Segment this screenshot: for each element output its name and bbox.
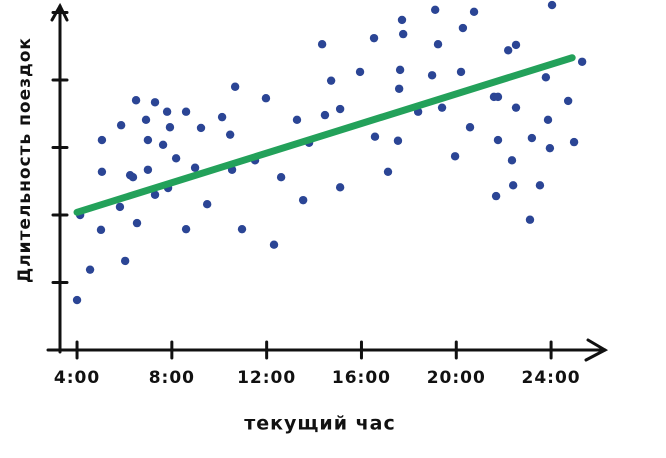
point — [465, 123, 475, 132]
point — [320, 110, 330, 120]
point — [269, 240, 279, 249]
x-axis-label: текущий час — [244, 413, 396, 435]
point — [491, 191, 501, 201]
x-tick-label: 8:00 — [149, 368, 195, 388]
point — [165, 123, 175, 132]
point — [85, 265, 95, 274]
point — [120, 256, 130, 266]
point — [230, 82, 240, 91]
point — [430, 5, 440, 14]
point — [196, 123, 206, 133]
point — [469, 7, 479, 17]
point — [150, 98, 160, 107]
point — [158, 140, 168, 149]
point — [493, 92, 503, 102]
point — [143, 165, 153, 174]
trend-line — [73, 54, 576, 216]
point — [547, 0, 557, 10]
point — [535, 181, 545, 190]
y-axis-label: Длительность поездок — [15, 37, 35, 283]
point — [116, 121, 126, 130]
point — [131, 96, 141, 105]
x-tick-label: 24:00 — [522, 368, 581, 388]
point — [437, 103, 447, 112]
point — [503, 46, 513, 55]
point — [298, 195, 308, 205]
point — [143, 135, 153, 145]
point — [317, 40, 327, 49]
point — [395, 65, 405, 75]
point — [96, 225, 106, 235]
point — [190, 163, 200, 172]
point — [527, 133, 537, 143]
point — [543, 115, 553, 125]
point — [335, 183, 345, 192]
point — [383, 167, 393, 176]
x-tick-label: 12:00 — [237, 368, 296, 388]
point — [493, 135, 503, 145]
point — [511, 103, 521, 112]
point — [162, 107, 172, 116]
point — [511, 40, 521, 50]
point — [115, 202, 125, 212]
point — [369, 33, 379, 43]
point — [370, 132, 380, 141]
point — [394, 84, 404, 93]
y-axis-arrow — [50, 2, 69, 22]
point — [545, 143, 555, 153]
point — [97, 135, 107, 145]
point — [326, 76, 336, 85]
point — [563, 96, 573, 106]
point — [433, 40, 443, 49]
point — [72, 295, 82, 305]
point — [225, 130, 235, 139]
x-axis-arrow — [584, 338, 609, 362]
point — [569, 137, 579, 147]
x-tick-label: 20:00 — [427, 368, 486, 388]
point — [335, 104, 345, 114]
point — [202, 200, 212, 209]
point — [292, 115, 302, 125]
point — [97, 167, 107, 176]
point — [507, 156, 517, 165]
point — [276, 173, 286, 182]
point — [456, 67, 466, 77]
point — [508, 181, 518, 190]
point — [128, 173, 138, 182]
x-tick-label: 16:00 — [332, 368, 391, 388]
point — [132, 218, 142, 228]
point — [427, 71, 437, 80]
point — [393, 136, 403, 145]
point — [541, 73, 551, 82]
point — [458, 23, 468, 33]
point — [450, 152, 460, 161]
point — [355, 67, 365, 77]
point — [237, 224, 247, 234]
point — [525, 215, 535, 224]
point — [217, 112, 227, 122]
point — [141, 115, 151, 125]
point — [181, 107, 191, 116]
point — [150, 190, 160, 199]
point — [398, 29, 408, 39]
point — [181, 224, 191, 234]
point — [171, 154, 181, 163]
point — [577, 57, 587, 66]
point — [397, 15, 407, 25]
point — [261, 94, 271, 103]
x-tick-label: 4:00 — [54, 368, 100, 388]
